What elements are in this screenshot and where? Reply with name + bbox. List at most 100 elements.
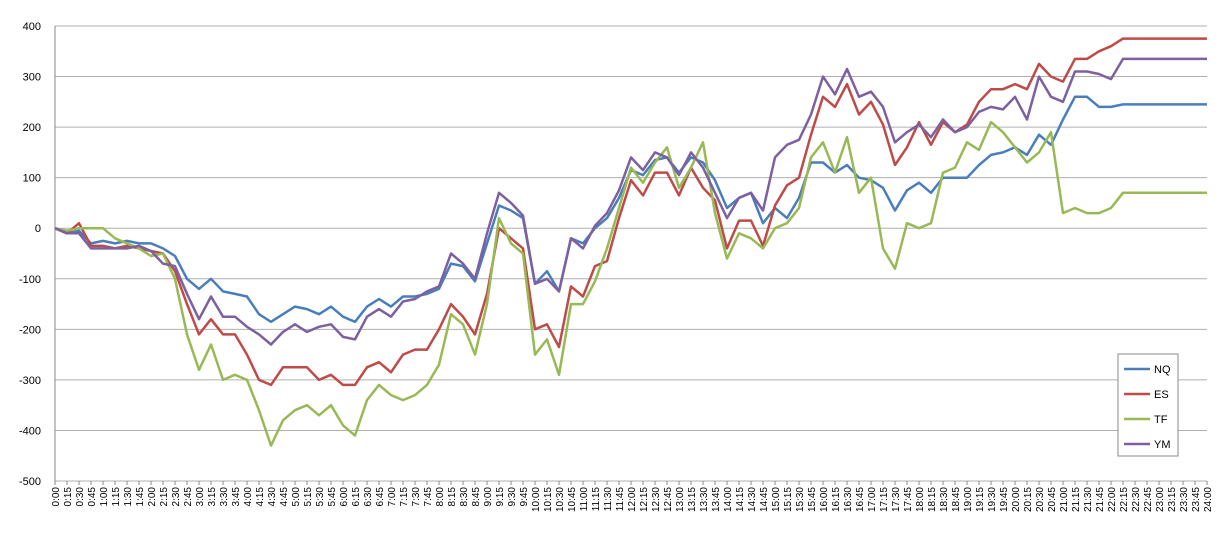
x-tick-label: 11:15	[591, 487, 602, 512]
lines	[54, 37, 1207, 447]
legend-label: ES	[1154, 389, 1169, 401]
x-tick-label: 8:45	[471, 487, 482, 507]
x-tick-label: 3:30	[219, 487, 230, 507]
x-tick-label: 1:15	[111, 487, 122, 507]
x-tick-label: 16:15	[831, 487, 842, 512]
x-tick-label: 19:15	[975, 487, 986, 512]
x-tick-label: 19:45	[999, 487, 1010, 512]
y-tick-label: 200	[23, 122, 41, 134]
x-tick-label: 19:30	[987, 487, 998, 512]
x-tick-label: 10:30	[555, 487, 566, 512]
x-tick-label: 12:45	[663, 487, 674, 512]
x-tick-label: 11:30	[603, 487, 614, 512]
x-tick-label: 9:45	[519, 487, 530, 507]
x-tick-label: 17:45	[903, 487, 914, 512]
x-tick-label: 11:00	[579, 487, 590, 512]
legend-box	[1117, 353, 1179, 457]
x-tick-label: 4:45	[279, 487, 290, 507]
y-tick-label: 100	[23, 173, 41, 185]
x-tick-label: 23:00	[1155, 487, 1166, 512]
x-tick-label: 4:15	[255, 487, 266, 507]
x-tick-label: 2:00	[147, 487, 158, 507]
x-tick-label: 23:30	[1179, 487, 1190, 512]
x-tick-label: 2:15	[159, 487, 170, 507]
x-tick-label: 15:00	[771, 487, 782, 512]
x-tick-label: 24:00	[1203, 487, 1214, 512]
x-tick-label: 9:30	[507, 487, 518, 507]
x-tick-label: 10:00	[531, 487, 542, 512]
x-tick-label: 23:45	[1191, 487, 1202, 512]
x-tick-label: 4:00	[243, 487, 254, 507]
x-tick-label: 8:30	[459, 487, 470, 507]
x-tick-label: 10:45	[567, 487, 578, 512]
x-tick-label: 14:30	[747, 487, 758, 512]
x-tick-label: 6:00	[339, 487, 350, 507]
x-tick-label: 20:15	[1023, 487, 1034, 512]
x-tick-label: 17:00	[867, 487, 878, 512]
x-tick-label: 13:30	[699, 487, 710, 512]
legend-label: TF	[1154, 414, 1168, 426]
x-tick-label: 3:15	[207, 487, 218, 507]
x-tick-label: 21:00	[1059, 487, 1070, 512]
x-tick-label: 4:30	[267, 487, 278, 507]
x-tick-label: 1:30	[123, 487, 134, 507]
x-tick-label: 2:45	[183, 487, 194, 507]
x-tick-label: 9:00	[483, 487, 494, 507]
x-tick-label: 21:30	[1083, 487, 1094, 512]
x-tick-label: 12:30	[651, 487, 662, 512]
series-line	[54, 95, 1207, 324]
x-tick-label: 22:45	[1143, 487, 1154, 512]
legend: NQ ES TF YM	[1124, 364, 1171, 451]
x-tick-label: 20:45	[1047, 487, 1058, 512]
x-tick-label: 20:30	[1035, 487, 1046, 512]
x-tick-label: 18:00	[915, 487, 926, 512]
x-tick-label: 15:15	[783, 487, 794, 512]
x-tick-label: 22:15	[1119, 487, 1130, 512]
x-tick-label: 16:00	[819, 487, 830, 512]
x-tick-label: 11:45	[615, 487, 626, 512]
x-tick-label: 3:45	[231, 487, 242, 507]
y-tick-label: -200	[19, 324, 41, 336]
x-tick-label: 7:30	[411, 487, 422, 507]
x-tick-label: 6:15	[351, 487, 362, 507]
x-tick-label: 14:45	[759, 487, 770, 512]
x-tick-label: 22:30	[1131, 487, 1142, 512]
y-tick-label: -500	[19, 476, 41, 488]
x-tick-label: 17:30	[891, 487, 902, 512]
y-tick-label: 0	[35, 223, 41, 235]
x-tick-label: 0:45	[87, 487, 98, 507]
x-tick-label: 18:30	[939, 487, 950, 512]
x-tick-label: 13:15	[687, 487, 698, 512]
x-tick-label: 17:15	[879, 487, 890, 512]
x-tick-label: 0:15	[63, 487, 74, 507]
y-tick-label: -100	[19, 274, 41, 286]
x-tick-label: 12:00	[627, 487, 638, 512]
y-tick-label: 400	[23, 21, 41, 33]
x-tick-label: 13:45	[711, 487, 722, 512]
x-tick-label: 6:45	[375, 487, 386, 507]
x-tick-label: 2:30	[171, 487, 182, 507]
series-line	[54, 37, 1207, 387]
x-tick-label: 10:15	[543, 487, 554, 512]
x-tick-label: 8:15	[447, 487, 458, 507]
x-tick-label: 1:45	[135, 487, 146, 507]
x-tick-label: 5:15	[303, 487, 314, 507]
x-tick-label: 14:00	[723, 487, 734, 512]
x-tick-label: 0:00	[51, 487, 62, 507]
x-tick-label: 7:45	[423, 487, 434, 507]
x-tick-label: 9:15	[495, 487, 506, 507]
x-tick-label: 21:15	[1071, 487, 1082, 512]
x-tick-label: 7:00	[387, 487, 398, 507]
x-tick-label: 18:45	[951, 487, 962, 512]
x-tick-label: 16:30	[843, 487, 854, 512]
x-tick-label: 7:15	[399, 487, 410, 507]
x-tick-label: 5:00	[291, 487, 302, 507]
x-tick-label: 3:00	[195, 487, 206, 507]
x-tick-label: 15:30	[795, 487, 806, 512]
x-tick-label: 21:45	[1095, 487, 1106, 512]
x-tick-label: 19:00	[963, 487, 974, 512]
x-tick-label: 22:00	[1107, 487, 1118, 512]
x-tick-label: 1:00	[99, 487, 110, 507]
